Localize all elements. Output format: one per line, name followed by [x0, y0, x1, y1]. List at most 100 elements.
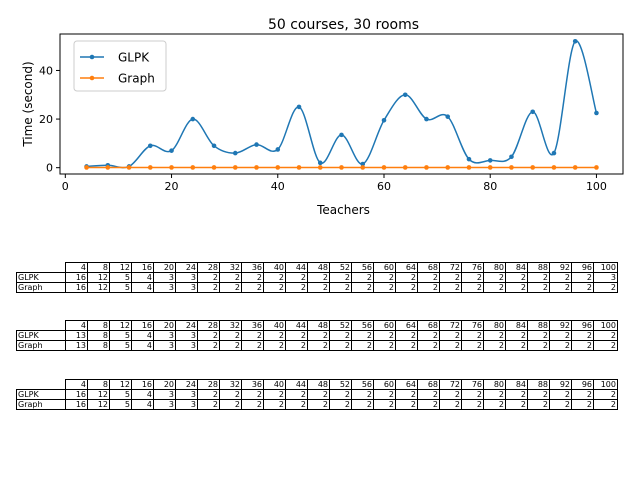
table-cell: 3	[175, 282, 198, 293]
table-cell: 3	[153, 272, 176, 283]
data-point-graph	[275, 165, 281, 170]
table-header-cell: 68	[417, 379, 440, 390]
table-header-cell: 96	[571, 262, 594, 273]
table-header-cell: 76	[461, 320, 484, 331]
table-cell: 5	[109, 272, 132, 283]
table-header-cell: 12	[109, 379, 132, 390]
table-cell: 2	[219, 272, 242, 283]
x-axis: 0 20 40 60 80 100	[62, 174, 607, 193]
table-cell: 2	[351, 272, 374, 283]
data-point-graph	[147, 165, 153, 170]
table-header-cell: 48	[307, 379, 330, 390]
table-cell: 3	[153, 340, 176, 351]
table-cell: 2	[461, 282, 484, 293]
table-header-cell: 32	[219, 320, 242, 331]
table-header-cell: 84	[505, 262, 528, 273]
table-cell: 2	[329, 389, 352, 400]
table-row-label: Graph	[16, 282, 66, 293]
legend-label-graph: Graph	[118, 72, 155, 86]
y-tick-label: 40	[39, 64, 53, 77]
table-cell: 2	[219, 340, 242, 351]
data-point-glpk	[445, 114, 451, 119]
table-corner	[17, 263, 66, 273]
series-layer	[84, 38, 599, 170]
table-cell: 2	[373, 330, 396, 341]
table-cell: 16	[65, 272, 88, 283]
data-point-glpk	[487, 158, 493, 163]
table-cell: 2	[263, 399, 286, 410]
x-tick-label: 100	[586, 180, 607, 193]
data-point-glpk	[254, 142, 259, 147]
table-cell: 8	[87, 330, 110, 341]
y-tick-label: 0	[46, 162, 53, 175]
data-point-glpk	[211, 143, 217, 149]
table-cell: 2	[263, 272, 286, 283]
table-header-cell: 72	[439, 320, 462, 331]
data-point-glpk	[232, 150, 238, 156]
table-row: GLPK 13 8 5 4 3 3 2 2 2 2 2 2 2 2 2 2 2 2 2 2 2 2 2 2 2	[16, 330, 618, 341]
data-point-graph	[126, 165, 132, 170]
data-point-graph	[84, 165, 89, 170]
table-cell: 2	[241, 340, 264, 351]
table-cell: 2	[417, 330, 440, 341]
table-header-cell: 12	[109, 320, 132, 331]
table-cell: 2	[593, 399, 618, 410]
table-header-cell: 4	[65, 320, 88, 331]
x-tick-label: 40	[271, 180, 285, 193]
table-header-row: 4 8 12 16 20 24 28 32 36 40 44 48 52 56 60 64 68 72 76 80 84…	[17, 320, 618, 331]
table-header-cell: 48	[307, 320, 330, 331]
table-cell: 2	[351, 340, 374, 351]
table-header-cell: 100	[593, 379, 618, 390]
table-cell: 2	[571, 272, 594, 283]
table-header-cell: 100	[593, 320, 618, 331]
table-header-cell: 88	[527, 379, 550, 390]
table-cell: 12	[87, 389, 110, 400]
table-cell: 2	[505, 282, 528, 293]
table-cell: 2	[483, 330, 506, 341]
table-cell: 13	[65, 330, 88, 341]
table-cell: 2	[439, 330, 462, 341]
table-cell: 2	[395, 330, 418, 341]
table-cell: 2	[571, 399, 594, 410]
table-header-cell: 64	[395, 320, 418, 331]
table-cell: 2	[263, 389, 286, 400]
table-cell: 2	[505, 399, 528, 410]
table-cell: 5	[109, 340, 132, 351]
table-header-cell: 44	[285, 262, 308, 273]
table-cell: 2	[571, 389, 594, 400]
table-cell: 2	[197, 389, 220, 400]
table-cell: 2	[307, 340, 330, 351]
table-header-cell: 40	[263, 320, 286, 331]
table-cell: 2	[395, 389, 418, 400]
table-cell: 2	[527, 330, 550, 341]
table-cell: 2	[593, 282, 618, 293]
table-header-cell: 28	[197, 262, 220, 273]
table-cell: 2	[549, 272, 572, 283]
table-cell: 5	[109, 330, 132, 341]
table-header-cell: 24	[175, 320, 198, 331]
table-cell: 5	[109, 399, 132, 410]
data-point-graph	[402, 165, 408, 170]
table-cell: 2	[351, 389, 374, 400]
data-point-graph	[169, 165, 174, 170]
table-header-cell: 8	[87, 262, 110, 273]
data-point-glpk	[424, 116, 429, 122]
table-cell: 5	[109, 282, 132, 293]
table-cell: 2	[395, 340, 418, 351]
table-row-label: GLPK	[16, 272, 66, 283]
table-header-cell: 8	[87, 379, 110, 390]
x-tick-label: 80	[483, 180, 497, 193]
data-point-graph	[339, 165, 344, 170]
table-cell: 2	[505, 330, 528, 341]
data-point-glpk	[402, 92, 408, 98]
table-cell: 2	[285, 389, 308, 400]
table-cell: 2	[219, 399, 242, 410]
data-point-graph	[487, 165, 493, 170]
table-cell: 16	[65, 389, 88, 400]
table-cell: 3	[153, 330, 176, 341]
table-header-cell: 20	[153, 379, 176, 390]
table-cell: 2	[483, 389, 506, 400]
table-row-label: Graph	[16, 399, 66, 410]
table-cell: 2	[351, 282, 374, 293]
table-cell: 12	[87, 399, 110, 410]
